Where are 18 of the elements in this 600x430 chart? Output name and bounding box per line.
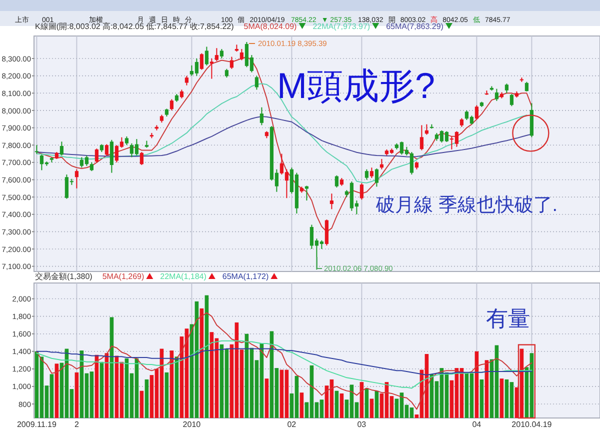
text: 65MA(1,172) bbox=[222, 272, 269, 281]
annotation: M頭成形? bbox=[276, 65, 436, 106]
text: 5MA(1,269) bbox=[102, 272, 144, 281]
x-tick-label: 2010.04.19 bbox=[512, 420, 552, 429]
text: K線圖(開:8,003.02 高:8,042.05 低:7,845.77 收:7,854.22) bbox=[35, 22, 234, 31]
annotation: 破月線 季線也快破了. bbox=[375, 195, 558, 216]
x-tick-label: 2 bbox=[74, 420, 80, 429]
text: 交易金額(1,380) bbox=[35, 272, 93, 281]
x-tick-label: 03 bbox=[357, 420, 367, 429]
text: 22MA(1,184) bbox=[160, 272, 207, 281]
text: 22MA(7,973.97) bbox=[312, 22, 370, 31]
x-tick-label: 02 bbox=[287, 420, 297, 429]
text: 5MA(8,024.09) bbox=[244, 22, 298, 31]
x-tick-label: 2009.11.19 bbox=[16, 420, 57, 429]
x-tick-label: 04 bbox=[472, 420, 482, 429]
text: 65MA(7,863.29) bbox=[386, 22, 444, 31]
x-tick-label: 2010 bbox=[182, 420, 202, 429]
annotation: 有量 bbox=[486, 306, 530, 331]
